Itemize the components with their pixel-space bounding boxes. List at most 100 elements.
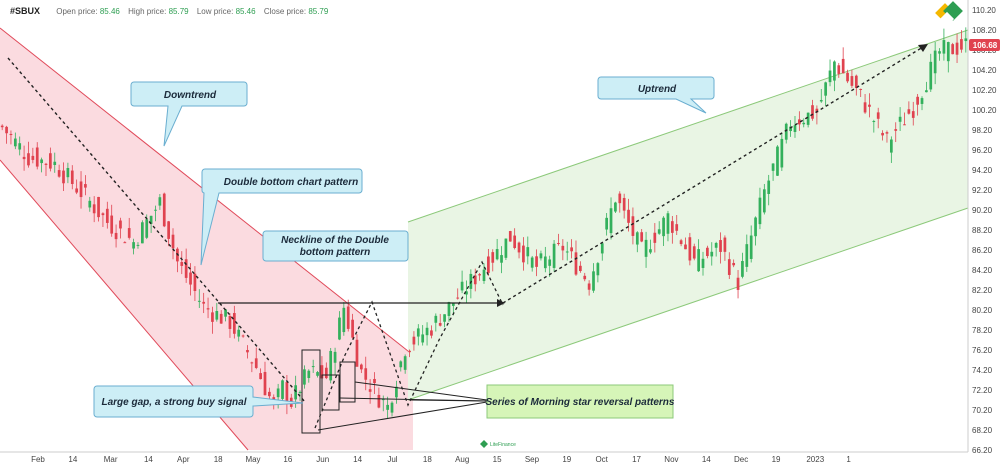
high-price-label: High price:	[128, 7, 167, 16]
candle-body	[430, 330, 433, 336]
callout-uptrend-text: Uptrend	[638, 84, 677, 95]
candle-body	[22, 156, 26, 160]
y-tick-label: 110.20	[972, 6, 996, 15]
candle-body	[298, 391, 302, 393]
candle-body	[933, 50, 937, 74]
uptrend-upper-line	[407, 29, 969, 223]
candle-body	[237, 329, 241, 337]
litefinance-logo: LiteFinance	[480, 440, 516, 448]
candle-body	[49, 153, 52, 169]
x-tick-label: Sep	[525, 455, 540, 464]
candle-body	[140, 222, 144, 244]
candle-body	[767, 180, 771, 194]
candle-body	[434, 315, 438, 323]
candle-body	[412, 336, 416, 345]
candle-body	[543, 256, 547, 269]
candle-body	[40, 159, 43, 164]
candle-body	[929, 61, 933, 90]
annotations	[7, 43, 929, 434]
candle-body	[105, 208, 109, 223]
candle-body	[381, 399, 385, 401]
y-tick-label: 86.20	[972, 246, 993, 255]
candle-body	[754, 217, 757, 237]
candle-body	[793, 125, 797, 132]
candle-body	[219, 313, 223, 324]
candle-body	[79, 181, 83, 198]
candle-body	[66, 167, 70, 178]
x-tick-label: Jun	[316, 455, 329, 464]
candle-body	[123, 242, 127, 244]
y-tick-label: 90.20	[972, 206, 993, 215]
candle-body	[421, 334, 425, 343]
candle-body	[841, 58, 845, 74]
candle-body	[53, 161, 57, 165]
candle-body	[57, 170, 61, 177]
candle-body	[789, 126, 792, 132]
y-tick-label: 76.20	[972, 346, 993, 355]
candle-body	[697, 249, 700, 272]
candle-body	[189, 272, 192, 285]
y-tick-label: 66.20	[972, 446, 993, 455]
candle-body	[408, 350, 411, 353]
candle-body	[263, 371, 267, 396]
litefinance-mark-icon	[480, 440, 488, 448]
candle-body	[316, 372, 319, 376]
candle-body	[88, 200, 92, 208]
callout-double-bottom: Double bottom chart pattern	[200, 168, 363, 266]
candle-body	[232, 313, 236, 334]
y-tick-label: 100.20	[972, 106, 997, 115]
candle-body	[228, 316, 232, 329]
candle-body	[259, 373, 262, 380]
candle-body	[631, 216, 635, 236]
candle-body	[653, 232, 657, 243]
candle-body	[368, 389, 372, 392]
open-price-label: Open price:	[56, 7, 98, 16]
candle-body	[482, 269, 486, 282]
x-tick-label: Mar	[104, 455, 118, 464]
candle-body	[605, 217, 609, 230]
x-tick-label: 14	[144, 455, 153, 464]
candle-body	[522, 245, 525, 263]
y-tick-label: 68.20	[972, 426, 993, 435]
callout-uptrend: Uptrend	[597, 76, 715, 114]
candle-body	[854, 75, 858, 89]
x-axis-ticks: Feb 14 Mar 14 Apr 18 May 16 Jun 14 Jul 18 Aug 15 Sep 19…	[31, 455, 851, 464]
candle-body	[162, 193, 166, 227]
candle-body	[898, 116, 902, 122]
candle-body	[574, 252, 578, 275]
candle-body	[197, 300, 201, 302]
candle-body	[662, 217, 665, 237]
y-tick-label: 108.20	[972, 26, 997, 35]
candle-body	[911, 111, 915, 118]
candle-body	[119, 220, 122, 229]
candle-body	[254, 358, 258, 368]
callout-morning-star: Series of Morning star reversal patterns	[486, 384, 675, 419]
callout-neckline: Neckline of the Double bottom pattern	[262, 230, 409, 262]
candle-body	[815, 108, 819, 113]
candle-body	[513, 235, 517, 249]
candle-body	[535, 256, 538, 267]
candle-body	[868, 104, 871, 107]
candle-body	[127, 228, 131, 238]
candle-body	[395, 386, 398, 398]
candle-body	[749, 235, 753, 259]
candle-body	[565, 251, 569, 253]
x-tick-label: 1	[846, 455, 851, 464]
candle-body	[859, 88, 863, 90]
candle-body	[438, 323, 442, 326]
close-price-label: Close price:	[263, 7, 307, 16]
candle-body	[351, 319, 354, 338]
candle-body	[942, 40, 946, 54]
candle-body	[635, 232, 639, 245]
candle-body	[149, 215, 153, 224]
x-tick-label: 16	[283, 455, 292, 464]
x-tick-label: Aug	[455, 455, 469, 464]
candle-body	[614, 202, 617, 212]
candle-body	[824, 82, 828, 96]
candle-body	[154, 209, 157, 211]
y-tick-label: 88.20	[972, 226, 993, 235]
x-tick-label: 14	[68, 455, 77, 464]
candle-body	[758, 197, 762, 225]
candle-body	[184, 259, 188, 278]
